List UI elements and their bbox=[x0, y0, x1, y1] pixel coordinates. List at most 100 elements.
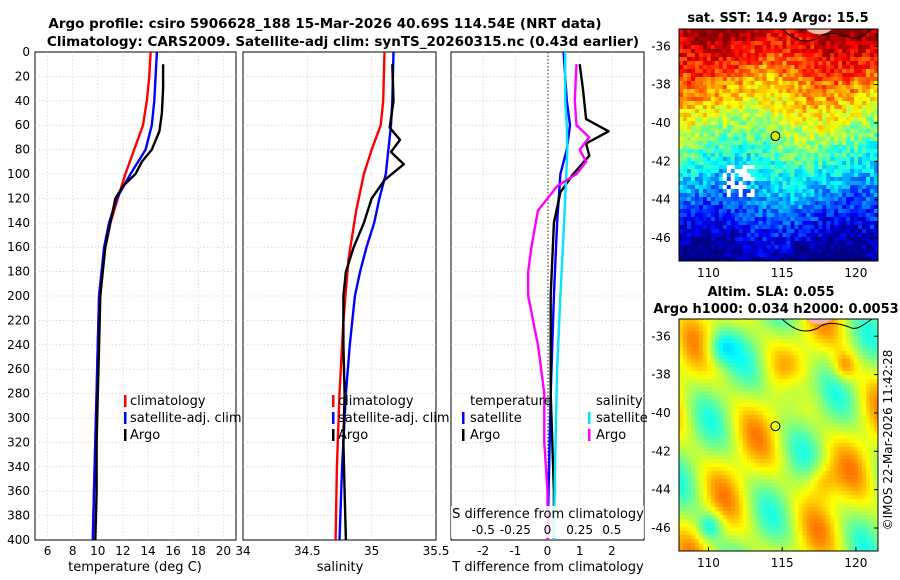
heatmap-cell bbox=[794, 233, 799, 238]
heatmap-cell bbox=[734, 237, 740, 242]
heatmap-cell bbox=[762, 447, 767, 452]
depth-tick-label: 100 bbox=[7, 167, 30, 181]
heatmap-cell bbox=[738, 85, 744, 90]
heatmap-cell bbox=[710, 355, 716, 360]
heatmap-cell bbox=[874, 109, 879, 114]
heatmap-cell bbox=[846, 73, 851, 78]
heatmap-cell bbox=[846, 367, 851, 372]
heatmap-cell bbox=[738, 253, 744, 258]
heatmap-cell bbox=[778, 245, 783, 250]
heatmap-cell bbox=[762, 363, 767, 368]
heatmap-cell bbox=[698, 351, 704, 356]
heatmap-cell bbox=[790, 447, 795, 452]
legend-label-satellite: satellite-adj. clim bbox=[130, 411, 242, 426]
heatmap-cell bbox=[770, 205, 775, 210]
heatmap-cell bbox=[846, 77, 851, 82]
sst-map-frame bbox=[678, 28, 879, 262]
heatmap-cell bbox=[802, 363, 807, 368]
heatmap-cell bbox=[686, 61, 692, 66]
heatmap-cell bbox=[874, 443, 879, 448]
heatmap-cell bbox=[782, 181, 787, 186]
heatmap-cell bbox=[870, 363, 875, 368]
heatmap-cell bbox=[830, 339, 835, 344]
heatmap-cell bbox=[730, 245, 736, 250]
heatmap-cell bbox=[794, 121, 799, 126]
heatmap-cell bbox=[702, 439, 708, 444]
heatmap-cell bbox=[738, 33, 744, 38]
heatmap-cell bbox=[806, 225, 811, 230]
heatmap-cell bbox=[746, 327, 752, 332]
heatmap-cell bbox=[866, 41, 871, 46]
heatmap-cell bbox=[706, 65, 712, 70]
heatmap-cell bbox=[786, 451, 791, 456]
heatmap-cell bbox=[766, 37, 771, 42]
heatmap-cell bbox=[778, 65, 783, 70]
heatmap-cell bbox=[750, 229, 756, 234]
heatmap-cell bbox=[754, 427, 759, 432]
heatmap-cell bbox=[822, 145, 827, 150]
heatmap-cell bbox=[762, 415, 767, 420]
heatmap-cell bbox=[770, 237, 775, 242]
heatmap-cell bbox=[698, 29, 704, 34]
heatmap-cell bbox=[782, 173, 787, 178]
heatmap-cell bbox=[754, 459, 759, 464]
heatmap-cell bbox=[746, 65, 752, 70]
heatmap-cell bbox=[694, 157, 700, 162]
heatmap-cell bbox=[874, 339, 879, 344]
heatmap-cell bbox=[874, 73, 879, 78]
heatmap-cell bbox=[854, 141, 859, 146]
heatmap-cell bbox=[710, 125, 716, 130]
heatmap-cell bbox=[702, 133, 708, 138]
heatmap-cell bbox=[818, 117, 823, 122]
heatmap-cell bbox=[710, 121, 716, 126]
heatmap-cell bbox=[818, 181, 823, 186]
heatmap-cell bbox=[706, 161, 712, 166]
heatmap-cell bbox=[826, 113, 831, 118]
heatmap-cell bbox=[802, 49, 807, 54]
heatmap-cell bbox=[798, 33, 803, 38]
heatmap-cell bbox=[786, 49, 791, 54]
heatmap-cell bbox=[782, 411, 787, 416]
heatmap-cell bbox=[679, 49, 684, 54]
heatmap-cell bbox=[766, 443, 771, 448]
heatmap-cell bbox=[682, 245, 688, 250]
heatmap-cell bbox=[870, 347, 875, 352]
heatmap-cell bbox=[822, 229, 827, 234]
heatmap-cell bbox=[682, 331, 688, 336]
heatmap-cell bbox=[750, 253, 756, 258]
heatmap-cell bbox=[782, 73, 787, 78]
heatmap-cell bbox=[854, 153, 859, 158]
heatmap-cell bbox=[770, 201, 775, 206]
heatmap-cell bbox=[682, 49, 688, 54]
heatmap-cell bbox=[706, 153, 712, 158]
heatmap-cell bbox=[842, 101, 847, 106]
heatmap-cell bbox=[858, 141, 863, 146]
heatmap-cell bbox=[694, 57, 700, 62]
heatmap-cell bbox=[862, 121, 867, 126]
heatmap-cell bbox=[822, 197, 827, 202]
heatmap-cell bbox=[758, 335, 763, 340]
heatmap-cell bbox=[870, 37, 875, 42]
heatmap-cell bbox=[790, 49, 795, 54]
heatmap-cell bbox=[790, 77, 795, 82]
heatmap-cell bbox=[679, 157, 684, 162]
heatmap-cell bbox=[738, 355, 744, 360]
heatmap-cell bbox=[738, 431, 744, 436]
heatmap-cell bbox=[726, 241, 732, 246]
heatmap-cell bbox=[802, 427, 807, 432]
heatmap-cell bbox=[738, 125, 744, 130]
heatmap-cell bbox=[730, 459, 736, 464]
heatmap-cell bbox=[834, 419, 839, 424]
heatmap-cell bbox=[814, 391, 819, 396]
heatmap-cell bbox=[770, 383, 775, 388]
heatmap-cell bbox=[822, 355, 827, 360]
heatmap-cell bbox=[834, 213, 839, 218]
heatmap-cell bbox=[710, 319, 716, 324]
heatmap-cell bbox=[834, 57, 839, 62]
heatmap-cell bbox=[718, 403, 724, 408]
heatmap-cell bbox=[702, 37, 708, 42]
heatmap-cell bbox=[690, 153, 696, 158]
heatmap-cell bbox=[818, 109, 823, 114]
heatmap-cell bbox=[810, 125, 815, 130]
heatmap-cell bbox=[679, 65, 684, 70]
